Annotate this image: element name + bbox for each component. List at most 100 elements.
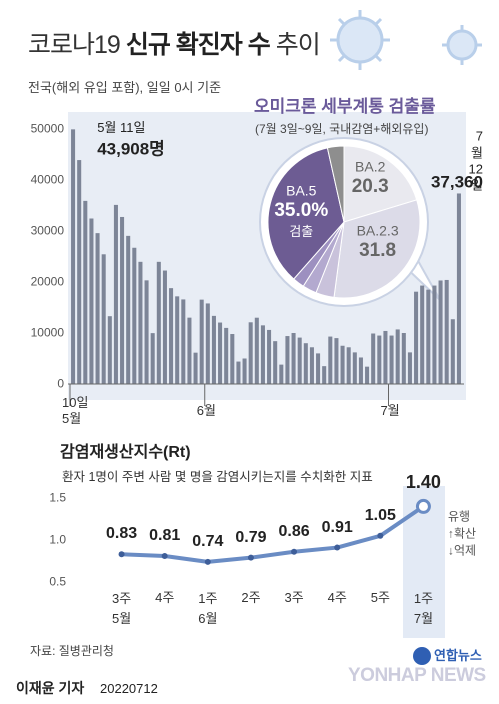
slice-value: 35.0% xyxy=(274,200,329,222)
rt-line xyxy=(121,504,425,564)
bar xyxy=(120,216,125,384)
pie-slice xyxy=(343,145,418,223)
x-tick-label: 6월 xyxy=(196,402,216,418)
value-label: 0.83 xyxy=(105,525,138,543)
value-label: 0.81 xyxy=(149,526,181,544)
pie-slice xyxy=(326,145,345,223)
x-tick-label: 2주 xyxy=(241,590,261,605)
value-label: 1.40 xyxy=(405,472,441,493)
bar xyxy=(401,333,406,384)
bar xyxy=(77,160,82,384)
bar xyxy=(113,204,118,384)
slice-label: BA.2.3 xyxy=(356,221,399,238)
bar xyxy=(340,345,345,384)
bar xyxy=(371,333,376,384)
bar xyxy=(414,291,419,384)
bar xyxy=(175,296,180,384)
x-tick-label: 1주 7월 xyxy=(413,591,434,626)
rt-point xyxy=(291,548,298,555)
y-tick-label: 0 xyxy=(57,376,64,391)
bar xyxy=(291,333,296,384)
bar xyxy=(346,347,351,384)
x-tick-label: 4주 xyxy=(327,590,347,605)
rt-point xyxy=(204,558,211,565)
bar xyxy=(254,317,259,384)
slice-label: BA.2 xyxy=(355,157,386,174)
value-label: 43,908명 xyxy=(97,139,165,159)
bar xyxy=(199,299,204,384)
y-tick-label: 1.5 xyxy=(49,490,66,505)
bar xyxy=(150,333,155,384)
bar xyxy=(89,218,94,384)
bar xyxy=(236,361,241,384)
bar xyxy=(260,325,265,384)
x-tick-label: 5주 xyxy=(370,590,390,605)
x-tick-label: 3주 xyxy=(284,590,304,605)
bar xyxy=(126,235,131,384)
rt-point xyxy=(377,532,384,539)
x-tick-label: 4주 xyxy=(155,590,175,605)
bar xyxy=(267,329,272,384)
pie-title: 오미크론 세부계통 검출률 xyxy=(254,97,436,116)
logo-korean: 연합뉴스 xyxy=(434,648,482,663)
bar xyxy=(432,285,437,384)
bar xyxy=(420,285,425,384)
bar xyxy=(205,303,210,384)
bar xyxy=(395,329,400,384)
bar xyxy=(107,316,112,384)
bar xyxy=(285,336,290,384)
bar xyxy=(71,129,76,384)
bar xyxy=(426,289,431,384)
bar xyxy=(316,353,321,384)
bar xyxy=(450,319,455,384)
rt-note: ↓억제 xyxy=(448,543,477,558)
bar xyxy=(322,366,327,384)
y-tick-label: 0.5 xyxy=(49,574,66,589)
bar xyxy=(181,299,186,384)
value-label: 1.05 xyxy=(364,506,396,524)
rt-title: 감염재생산지수(Rt) xyxy=(60,444,191,461)
annotation: 5월 11일 xyxy=(97,119,146,135)
bar xyxy=(279,364,284,384)
slice-note: 검출 xyxy=(289,223,314,239)
rt-subtitle: 환자 1명이 주변 사람 몇 명을 감염시키는지를 수치화한 지표 xyxy=(62,470,373,484)
x-tick-label: 10일 5월 xyxy=(62,394,89,426)
bar xyxy=(352,352,357,384)
bar xyxy=(358,357,363,384)
bar xyxy=(169,288,174,384)
bar xyxy=(230,334,235,384)
x-tick-label: 7월 xyxy=(380,402,400,418)
bar xyxy=(101,254,106,384)
y-tick-label: 50000 xyxy=(30,121,64,136)
x-tick-label: 1주 6월 xyxy=(198,591,218,626)
value-label: 0.79 xyxy=(235,528,267,546)
bar xyxy=(162,270,167,384)
bar xyxy=(456,193,461,384)
bar xyxy=(438,280,443,384)
title-part: 추이 xyxy=(275,31,321,59)
bar xyxy=(407,352,412,384)
subtitle: 전국(해외 유입 포함), 일일 0시 기준 xyxy=(28,80,222,95)
y-tick-label: 40000 xyxy=(30,172,64,187)
bar xyxy=(389,335,394,384)
annotation: 7월 12일 xyxy=(468,128,483,193)
bar xyxy=(377,335,382,384)
bar xyxy=(224,327,229,384)
rt-point xyxy=(415,498,431,514)
rt-note: 유행 xyxy=(448,509,471,524)
pie-subtitle: (7월 3일~9일, 국내감염+해외유입) xyxy=(255,122,429,136)
bar xyxy=(365,366,370,384)
slice-value: 20.3 xyxy=(351,175,389,197)
rt-point xyxy=(334,544,341,551)
byline: 이재윤 기자 xyxy=(16,680,85,696)
title: 코로나19 신규 확진자 수 추이 xyxy=(28,30,321,61)
bar xyxy=(444,279,449,384)
bar xyxy=(242,358,247,384)
bar xyxy=(187,317,192,384)
value-label: 0.91 xyxy=(321,518,353,536)
date: 20220712 xyxy=(100,681,158,696)
y-tick-label: 1.0 xyxy=(49,532,66,547)
y-tick-label: 20000 xyxy=(30,274,64,289)
